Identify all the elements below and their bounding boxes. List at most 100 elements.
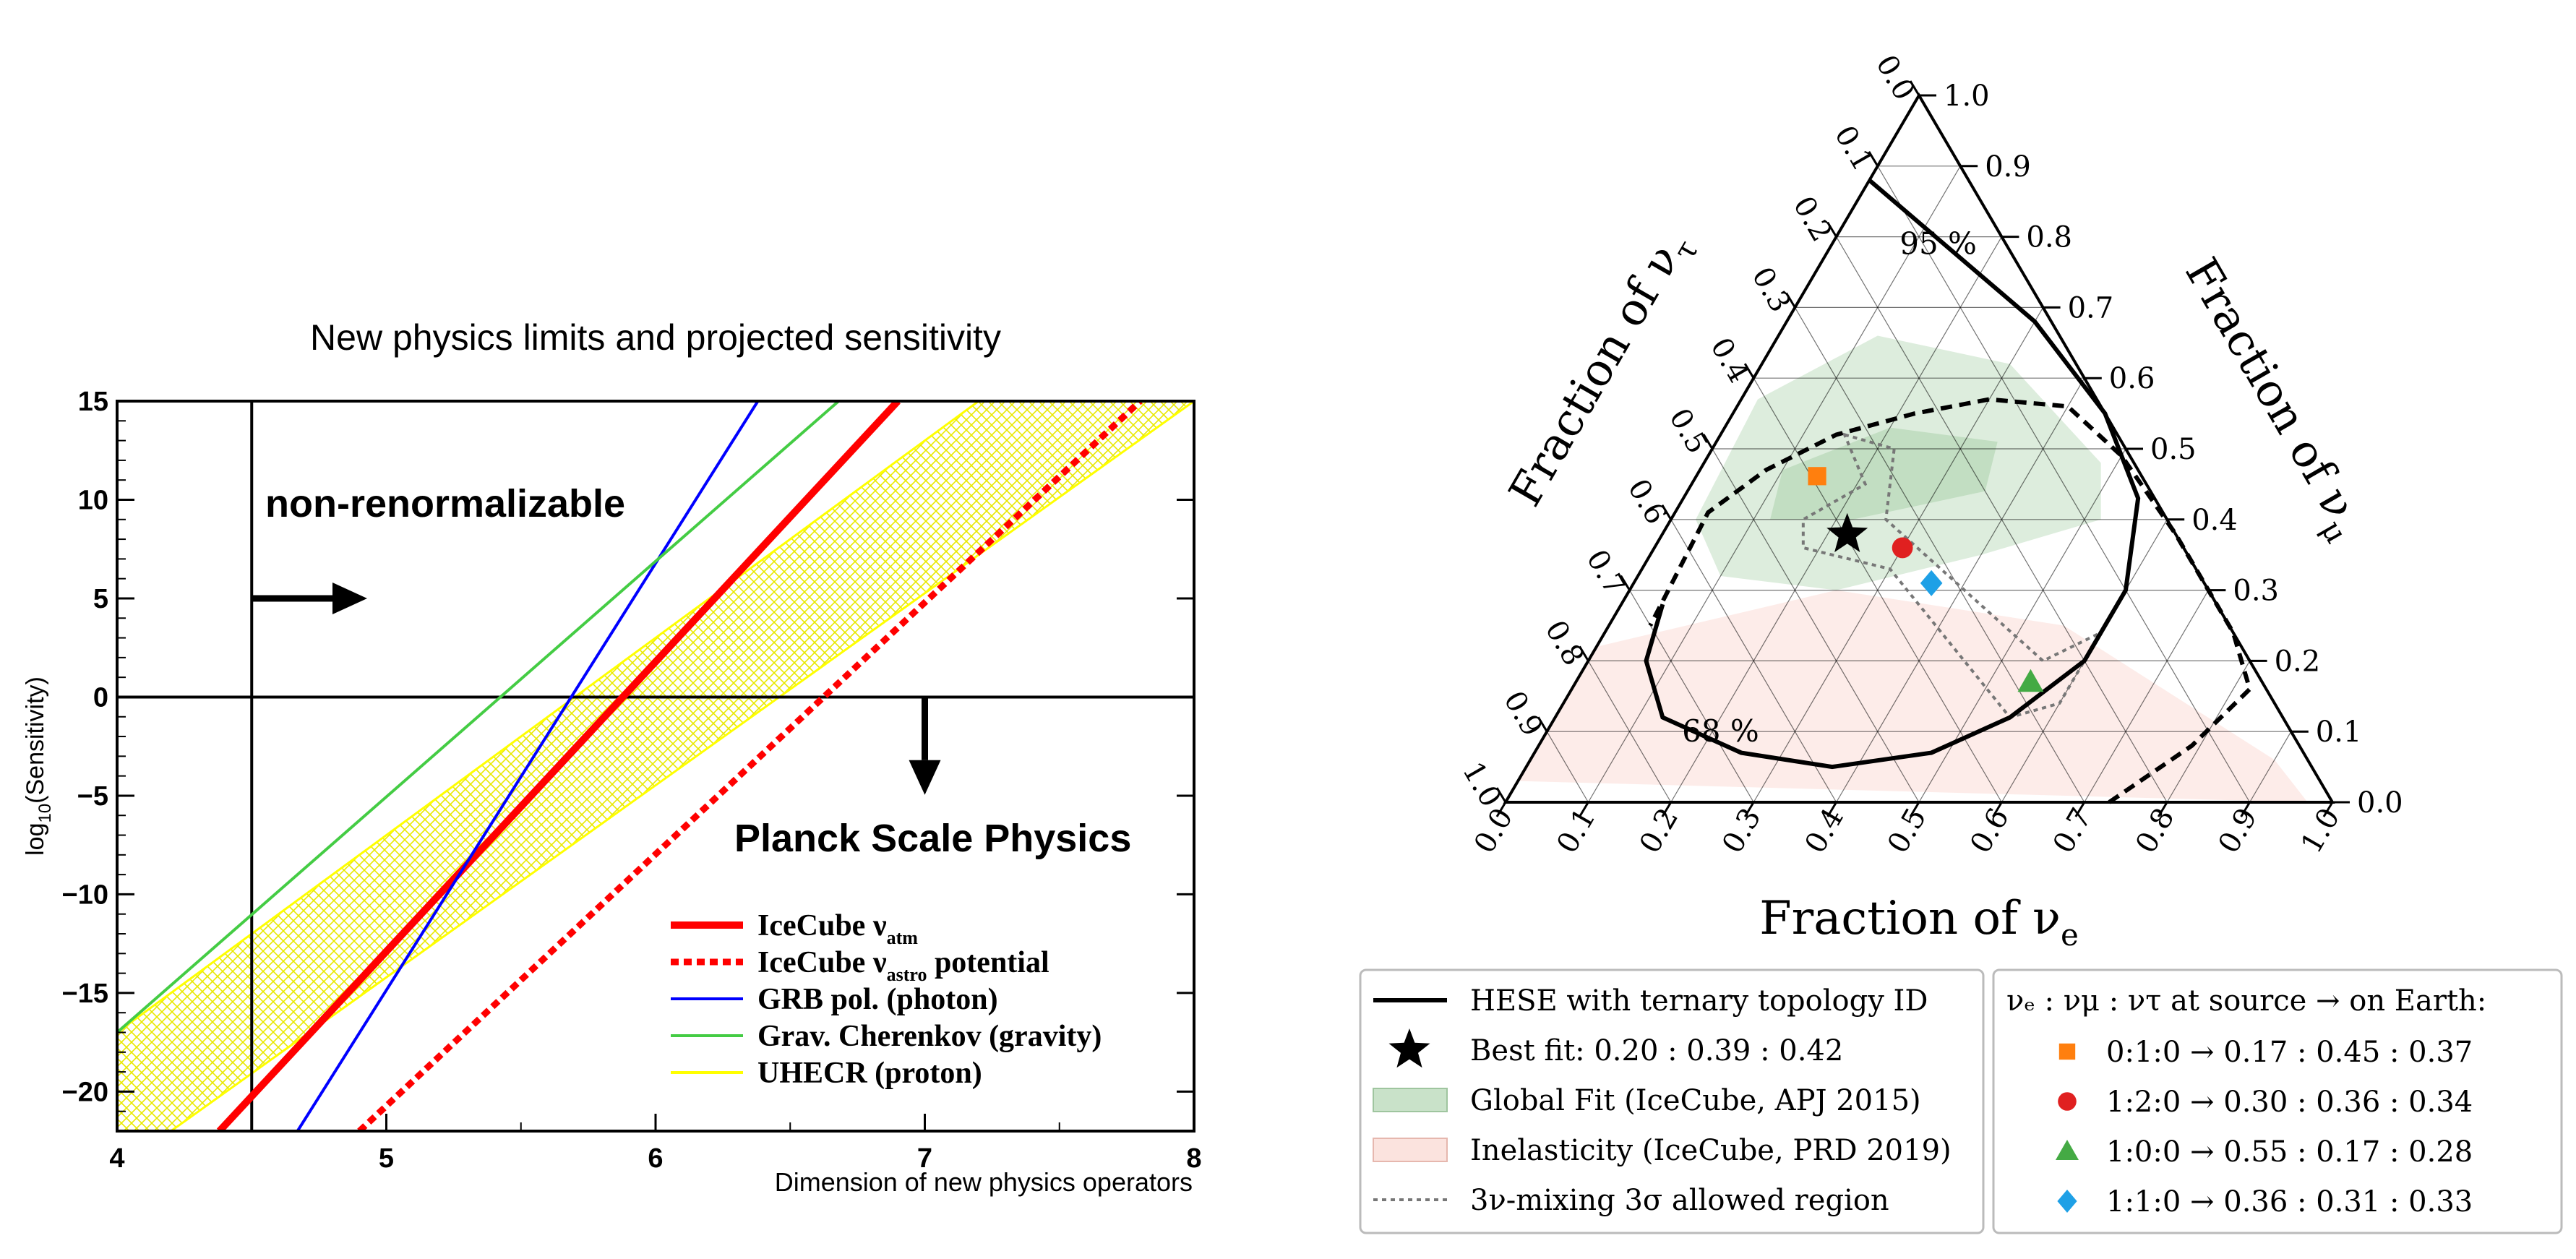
left-axis-ticks: 4 5 6 7 8 15 10 5 0 −5 −10 −15 −20 — [62, 387, 1202, 1174]
arrow-right-icon — [332, 582, 367, 614]
tick-nu-e — [1909, 802, 1920, 817]
legend-key-diamond-icon — [2057, 1190, 2077, 1213]
tick-label-nu-tau: 0.3 — [1745, 262, 1797, 318]
tick-nu-e — [2074, 802, 2086, 817]
tick-nu-tau — [1661, 504, 1673, 520]
tick-label-nu-tau: 1.0 — [1456, 756, 1508, 812]
series-line-1 — [357, 401, 1143, 1131]
legend-label-3: Grav. Cherenkov (gravity) — [757, 1020, 1102, 1053]
tick-nu-tau — [1620, 575, 1631, 591]
x-tick-label: 7 — [917, 1143, 932, 1174]
tick-nu-e — [1743, 802, 1755, 817]
tick-label-nu-e: 0.3 — [1716, 802, 1768, 859]
legend-right-label-3: 1:1:0 → 0.36 : 0.31 : 0.33 — [2106, 1185, 2473, 1219]
tick-nu-tau — [1743, 363, 1755, 379]
legend-left-label-0: HESE with ternary topology ID — [1470, 984, 1928, 1018]
tick-label-nu-e: 0.6 — [1964, 802, 2016, 859]
series-band-upper — [117, 401, 979, 1034]
arrow-down-icon — [909, 760, 941, 795]
x-tick-label: 4 — [109, 1143, 124, 1174]
legend-key-green — [1373, 1088, 1448, 1112]
tick-label-nu-tau: 0.7 — [1580, 544, 1632, 601]
legend-right-title: νₑ : νμ : ντ at source → on Earth: — [2006, 984, 2486, 1018]
annotation-non-renormalizable: non-renormalizable — [265, 482, 625, 525]
tick-label-nu-e: 0.4 — [1798, 802, 1850, 859]
tick-nu-tau — [1785, 292, 1796, 309]
ternary-point-diamond — [1920, 570, 1943, 596]
tick-label-nu-mu: 1.0 — [1944, 80, 1990, 113]
legend-key-triangle-icon — [2056, 1140, 2079, 1160]
contour-95 — [1648, 397, 2252, 804]
legend-key-square-icon — [2058, 1043, 2076, 1060]
ternary-legends: HESE with ternary topology ID Best fit: 0… — [1359, 968, 2563, 1234]
tick-label-nu-e: 1.0 — [2295, 802, 2347, 859]
legend-left-label-4: 3ν-mixing 3σ allowed region — [1470, 1184, 1889, 1217]
legend-label-1: IceCube νastro potential — [757, 946, 1049, 985]
ternary-point-circle — [1892, 537, 1913, 559]
tick-label-nu-e: 0.2 — [1633, 802, 1686, 859]
contour-68 — [1644, 179, 2141, 770]
y-tick-label: −5 — [77, 781, 108, 812]
ternary-point-triangle — [2017, 669, 2044, 692]
ternary-grid-line — [1587, 661, 1672, 803]
tick-label-nu-mu: 0.6 — [2109, 362, 2155, 395]
tick-label-nu-mu: 0.3 — [2233, 575, 2279, 608]
series-line-3 — [117, 401, 840, 1034]
ternary-point-square — [1808, 467, 1826, 486]
x-tick-label: 6 — [648, 1143, 663, 1174]
x-tick-label: 8 — [1186, 1143, 1201, 1174]
contour-95-label: 95 % — [1899, 225, 1977, 261]
inelasticity-region — [1518, 590, 2308, 802]
tick-label-nu-e: 0.9 — [2212, 802, 2264, 859]
sensitivity-chart: New physics limits and projected sensiti… — [22, 317, 1202, 1197]
tick-nu-e — [1495, 802, 1507, 817]
tick-nu-tau — [1537, 716, 1548, 732]
tick-label-nu-mu: 0.7 — [2068, 291, 2114, 325]
tick-nu-e — [1661, 802, 1673, 817]
legend-left-label-2: Global Fit (IceCube, APJ 2015) — [1470, 1084, 1921, 1117]
tick-label-nu-e: 0.7 — [2047, 802, 2099, 859]
tick-nu-e — [2322, 802, 2334, 817]
tick-nu-tau — [1579, 645, 1589, 662]
tick-nu-tau — [1868, 151, 1879, 167]
tick-label-nu-e: 0.8 — [2129, 802, 2181, 859]
global-fit-inner-region — [1770, 427, 1998, 520]
axis-label-nu-e: Fraction of νe — [1759, 892, 2079, 953]
tick-label-nu-mu: 0.1 — [2316, 716, 2362, 749]
ternary-grid-line — [2084, 590, 2209, 803]
tick-label-nu-tau: 0.9 — [1497, 686, 1549, 742]
y-axis-label: log10(Sensitivity) — [22, 676, 55, 856]
ternary-grid-line — [1670, 519, 1837, 803]
tick-label-nu-tau: 0.2 — [1787, 191, 1839, 247]
ternary-grid-line — [2249, 731, 2292, 803]
three-sigma-region — [1801, 432, 2105, 719]
tick-label-nu-tau: 0.0 — [1869, 49, 1921, 106]
y-tick-label: 15 — [78, 387, 108, 417]
tick-nu-e — [1826, 802, 1837, 817]
left-chart-title: New physics limits and projected sensiti… — [310, 317, 1001, 358]
x-tick-label: 5 — [379, 1143, 394, 1174]
tick-label-nu-e: 0.0 — [1468, 802, 1520, 859]
legend-right-label-2: 1:0:0 → 0.55 : 0.17 : 0.28 — [2106, 1135, 2473, 1169]
tick-label-nu-mu: 0.2 — [2275, 645, 2321, 678]
legend-left-label-1: Best fit: 0.20 : 0.39 : 0.42 — [1470, 1034, 1843, 1067]
legend-key-star-icon — [1388, 1028, 1430, 1068]
legend-label-0: IceCube νatm — [757, 909, 918, 948]
tick-label-nu-tau: 0.6 — [1621, 473, 1673, 530]
tick-label-nu-mu: 0.8 — [2026, 221, 2072, 254]
ternary-flavor-chart: 68 % 95 % 0.0 0.0 0.0 0.1 0.1 0.1 0.2 0.2 0.2 0.3 0.… — [1456, 49, 2403, 953]
tick-label-nu-tau: 0.5 — [1662, 403, 1714, 459]
legend-left-label-3: Inelasticity (IceCube, PRD 2019) — [1470, 1134, 1952, 1167]
tick-label-nu-mu: 0.5 — [2150, 433, 2197, 466]
y-tick-label: 5 — [93, 584, 108, 614]
tick-label-nu-tau: 0.1 — [1828, 120, 1880, 176]
ternary-grid-line — [1877, 166, 2251, 803]
legend-label-4: UHECR (proton) — [757, 1057, 982, 1090]
legend-box-right — [1992, 968, 2563, 1234]
tick-label-nu-e: 0.1 — [1550, 802, 1602, 859]
y-tick-label: −15 — [62, 979, 108, 1009]
tick-nu-e — [2240, 802, 2251, 817]
series-line-2 — [296, 401, 760, 1131]
